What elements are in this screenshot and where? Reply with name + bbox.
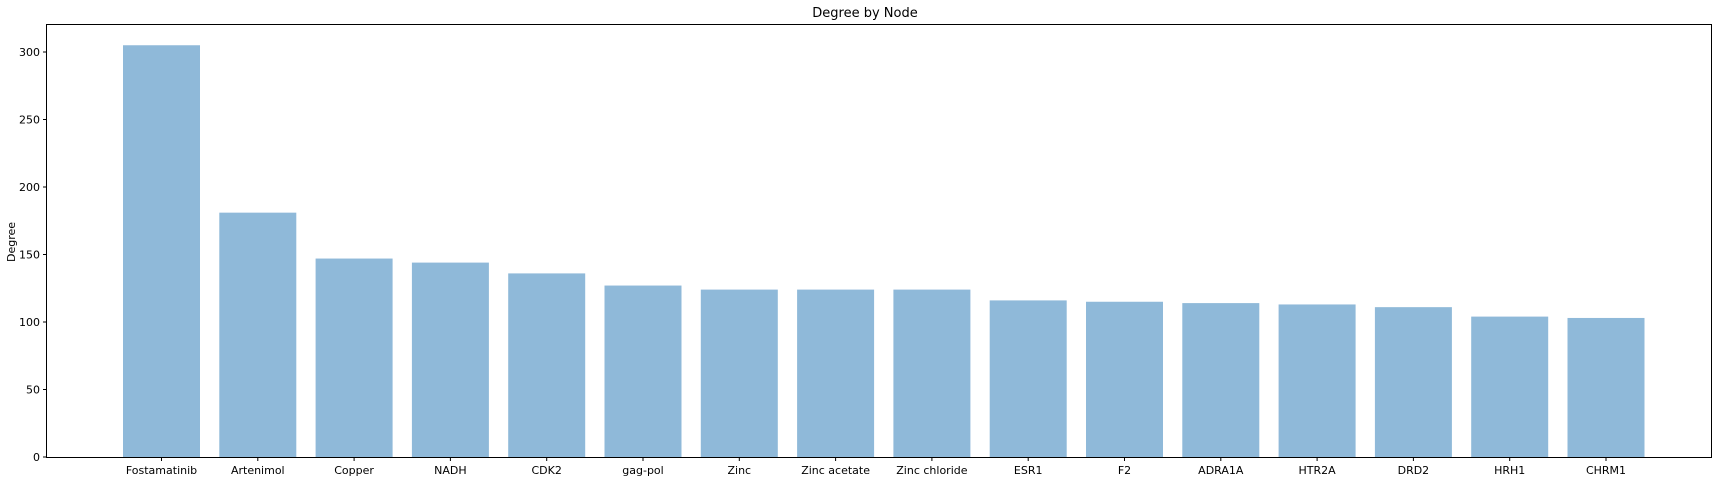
plot-frame [46,24,1712,458]
bar-hrh1 [1471,316,1549,457]
y-tick-label: 0 [33,451,40,464]
x-tick-label: Artenimol [231,464,285,477]
bar-gag-pol [604,285,682,457]
x-tick-label: DRD2 [1398,464,1430,477]
x-tick-label: F2 [1118,464,1131,477]
y-axis-label: Degree [5,222,18,262]
bar-chrm1 [1567,317,1645,457]
x-tick-label: Copper [334,464,374,477]
x-axis: Fostamatinib Artenimol Copper NADH CDK2 gag-p… [126,457,1626,477]
bar-copper [315,258,393,457]
x-tick-label: ADRA1A [1198,464,1244,477]
bar-nadh [411,262,489,457]
bar-cdk2 [508,273,586,457]
chart-title: Degree by Node [812,6,917,21]
bar-f2 [1086,301,1163,457]
x-tick-label: Zinc acetate [801,464,870,477]
x-tick-label: HTR2A [1299,464,1337,477]
bar-htr2a [1278,304,1356,457]
y-tick-label: 250 [19,114,40,127]
y-tick-label: 150 [19,249,40,262]
bar-fostamatinib [123,45,200,457]
x-tick-label: gag-pol [622,464,663,477]
x-tick-label: ESR1 [1014,464,1043,477]
y-tick-label: 200 [19,181,40,194]
x-tick-label: Fostamatinib [126,464,197,477]
x-tick-label: CHRM1 [1586,464,1626,477]
x-tick-label: HRH1 [1494,464,1525,477]
x-tick-label: Zinc chloride [896,464,967,477]
y-tick-label: 100 [19,316,40,329]
bar-zinc [700,289,778,457]
bars-group [123,45,1645,457]
bar-esr1 [989,300,1067,457]
y-tick-label: 50 [26,384,40,397]
x-tick-label: CDK2 [532,464,562,477]
bar-zinc-acetate [797,289,875,457]
bar-zinc-chloride [893,289,971,457]
y-axis: 0 50 100 150 200 250 300 [19,46,47,464]
bar-adra1a [1182,303,1260,457]
bar-artenimol [219,212,297,457]
bar-drd2 [1374,307,1452,457]
x-tick-label: NADH [434,464,467,477]
x-tick-label: Zinc [727,464,751,477]
y-tick-label: 300 [19,46,40,59]
